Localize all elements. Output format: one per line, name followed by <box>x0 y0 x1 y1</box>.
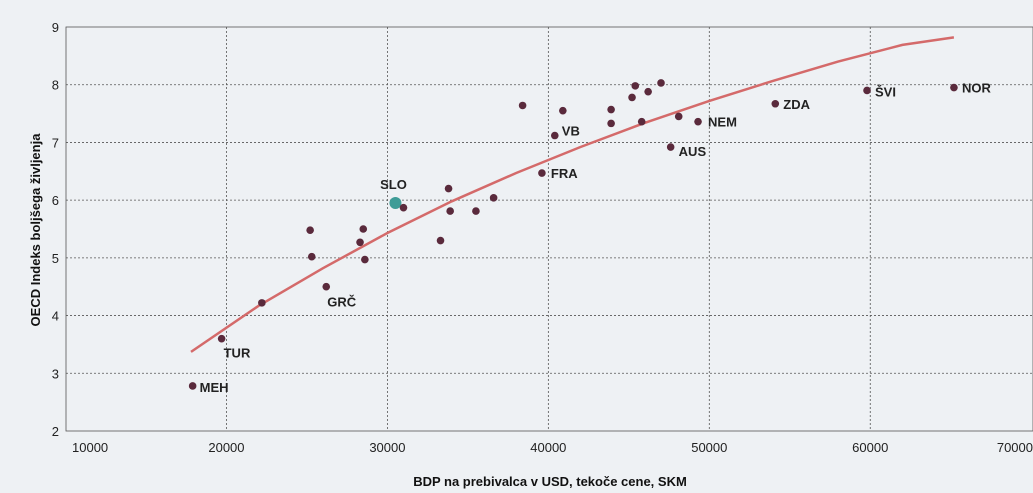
y-tick-label: 5 <box>52 251 59 266</box>
data-point <box>950 83 958 92</box>
data-point <box>188 382 197 390</box>
data-point-highlight <box>389 197 402 210</box>
data-point <box>489 194 498 202</box>
data-label: MEH <box>200 380 229 395</box>
trend-line <box>190 36 955 353</box>
data-point <box>607 119 615 128</box>
data-point <box>472 207 480 215</box>
data-label: SLO <box>380 177 407 192</box>
data-points <box>188 79 958 390</box>
y-axis-title: OECD Indeks boljšega življenja <box>28 133 43 327</box>
data-label: AUS <box>679 144 707 159</box>
x-tick-label: 30000 <box>369 440 405 455</box>
data-point <box>550 131 559 140</box>
data-point <box>607 105 615 114</box>
data-point <box>399 203 408 212</box>
plot-area <box>65 26 1033 432</box>
data-point <box>436 236 445 245</box>
x-axis-title: BDP na prebivalca v USD, tekoče cene, SK… <box>413 474 687 489</box>
data-label: TUR <box>224 346 251 361</box>
data-point <box>359 225 368 233</box>
grid-lines <box>66 27 1033 431</box>
data-point <box>628 93 636 102</box>
y-tick-label: 2 <box>52 424 59 439</box>
y-tick-label: 9 <box>52 20 59 35</box>
data-point <box>637 117 646 126</box>
x-tick-label: 50000 <box>691 440 727 455</box>
x-tick-label: 70000 <box>997 440 1033 455</box>
data-label: NOR <box>962 81 992 96</box>
data-label: VB <box>562 124 580 139</box>
y-axis-ticks: 2 3 4 5 6 7 8 9 <box>52 20 59 439</box>
data-point <box>694 117 702 126</box>
y-tick-label: 7 <box>52 135 59 150</box>
data-point <box>322 282 331 291</box>
x-tick-label: 60000 <box>852 440 888 455</box>
data-point <box>518 101 527 110</box>
data-point <box>444 184 453 193</box>
data-point <box>644 87 652 96</box>
data-label: ZDA <box>783 97 810 112</box>
data-label: NEM <box>708 115 737 130</box>
data-label: ŠVI <box>875 84 896 99</box>
x-tick-label: 10000 <box>72 440 108 455</box>
data-point <box>771 99 780 108</box>
data-point <box>306 226 314 234</box>
data-point <box>657 79 665 87</box>
data-point <box>356 238 364 247</box>
data-label: FRA <box>551 166 578 181</box>
data-point <box>666 143 675 151</box>
data-point <box>863 86 871 95</box>
data-point <box>538 169 546 177</box>
x-tick-label: 20000 <box>208 440 244 455</box>
data-point <box>559 106 567 115</box>
data-label: GRČ <box>327 295 357 310</box>
data-point <box>446 207 454 215</box>
data-point <box>307 252 316 261</box>
y-tick-label: 4 <box>52 309 59 324</box>
data-point <box>258 299 266 307</box>
x-tick-label: 40000 <box>530 440 566 455</box>
y-tick-label: 6 <box>52 193 59 208</box>
y-tick-label: 8 <box>52 78 59 93</box>
y-tick-label: 3 <box>52 366 59 381</box>
data-point <box>361 255 369 264</box>
x-axis-ticks: 10000 20000 30000 40000 50000 60000 70000 <box>72 440 1033 455</box>
data-point <box>631 82 640 90</box>
data-point <box>217 334 226 343</box>
data-point <box>674 112 683 121</box>
